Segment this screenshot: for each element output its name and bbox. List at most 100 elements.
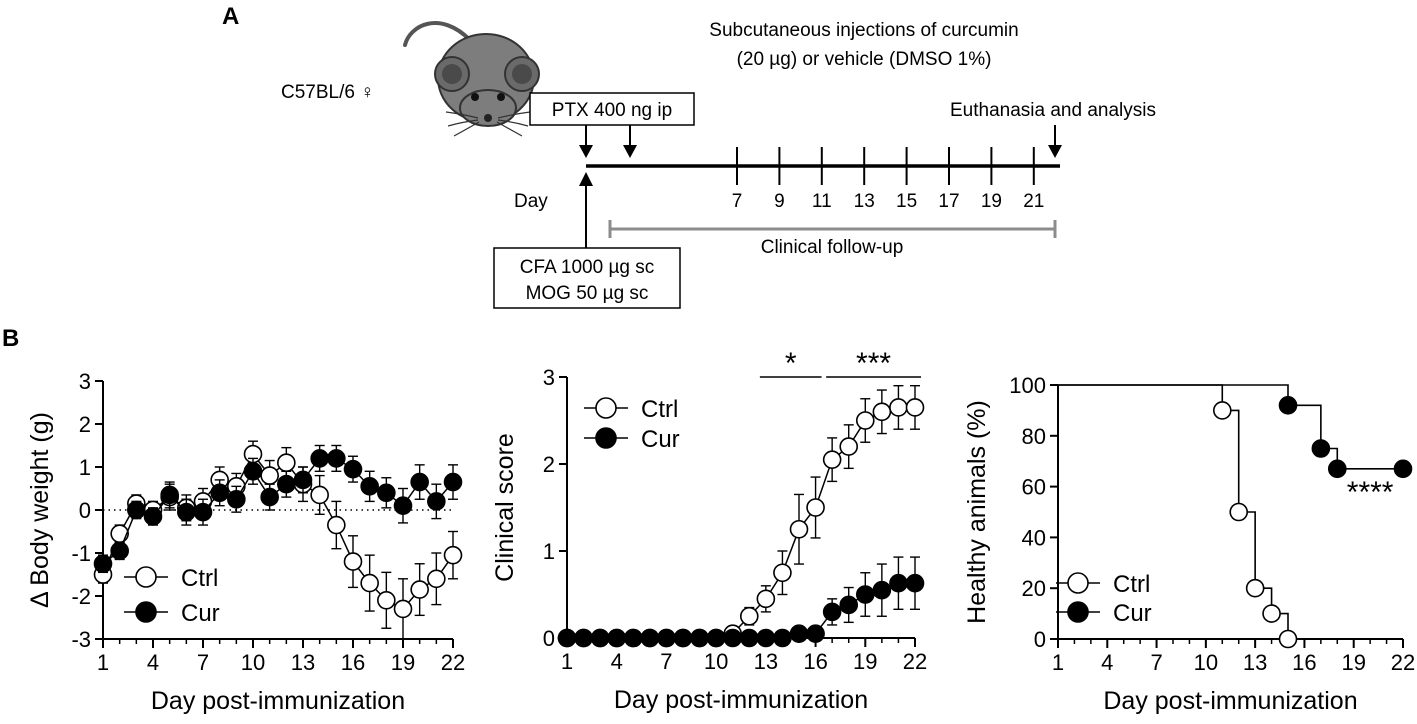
x-tick-label: 10 (241, 650, 265, 675)
series-cur (1058, 384, 1413, 479)
data-point (723, 628, 743, 648)
y-tick-label: -3 (71, 627, 91, 652)
injection-title-line2: (20 µg) or vehicle (DMSO 1%) (737, 49, 992, 70)
x-tick-label: 16 (1292, 650, 1316, 675)
x-tick-label: 7 (1150, 650, 1162, 675)
step-line (1058, 384, 1289, 639)
y-tick-label: 0 (1034, 627, 1046, 652)
data-point (905, 398, 925, 417)
panel-b-letter: B (2, 325, 19, 352)
data-point (410, 580, 429, 599)
timeline: 7 9 11 13 15 17 19 21 (579, 125, 1062, 248)
data-point (1262, 604, 1281, 623)
data-point (343, 459, 363, 479)
data-point (210, 483, 229, 503)
x-tick-label: 13 (754, 649, 778, 674)
data-point (872, 402, 892, 422)
legend-label: Cur (181, 600, 220, 627)
ptx-arrow-2 (623, 125, 637, 158)
data-point (1327, 459, 1347, 479)
panel-a-letter: A (222, 3, 239, 30)
legend-marker (1067, 601, 1089, 623)
data-point (193, 502, 213, 522)
data-point (377, 483, 396, 503)
y-tick-label: -2 (71, 584, 91, 609)
data-point (590, 628, 610, 648)
x-tick-label: 1 (561, 649, 573, 674)
legend-label: Cur (1113, 600, 1152, 627)
data-point (889, 398, 908, 417)
panel-a: A C57BL/6 ♀ Subcutaneous injections o (222, 3, 1156, 309)
legend-item-cur: Cur (1056, 600, 1152, 627)
y-tick-label: 3 (79, 369, 91, 394)
data-point (905, 573, 925, 593)
data-point (773, 628, 792, 648)
data-point (657, 628, 676, 648)
data-point (1245, 578, 1265, 598)
data-point (855, 585, 875, 604)
data-point (756, 628, 776, 648)
x-tick-label: 10 (704, 649, 728, 674)
legend-item-ctrl: Ctrl (584, 396, 678, 423)
x-tick-label: 13 (1243, 650, 1267, 675)
data-point (277, 474, 296, 494)
y-tick-label: 20 (1022, 576, 1046, 601)
followup-label: Clinical follow-up (761, 237, 904, 258)
x-axis-title: Day post-immunization (614, 686, 868, 714)
data-point (855, 411, 875, 430)
data-point (607, 628, 627, 648)
data-point (640, 628, 660, 648)
timeline-tick-label: 21 (1023, 191, 1044, 212)
legend-marker (135, 601, 157, 623)
data-point (443, 472, 463, 492)
y-tick-label: 1 (79, 455, 91, 480)
y-tick-label: -1 (71, 541, 91, 566)
data-point (756, 589, 776, 609)
ptx-arrow-1 (579, 125, 593, 158)
data-point (327, 449, 346, 468)
timeline-tick-label: 15 (896, 191, 917, 212)
data-point (889, 573, 908, 593)
x-tick-label: 19 (1341, 650, 1365, 675)
cfa-mog-box (493, 247, 681, 309)
data-point (227, 489, 246, 509)
x-tick-label: 4 (611, 649, 623, 674)
series-line (102, 457, 454, 565)
x-tick-label: 4 (1101, 650, 1113, 675)
x-tick-label: 19 (391, 650, 415, 675)
data-point (1278, 396, 1298, 415)
day-label: Day (514, 191, 548, 212)
timeline-tick-label: 7 (732, 191, 743, 212)
series-cur (93, 444, 463, 574)
data-point (1212, 401, 1232, 420)
data-point (277, 453, 296, 473)
data-point (690, 628, 709, 648)
data-point (557, 628, 577, 648)
y-tick-label: 100 (1009, 373, 1046, 398)
data-point (260, 487, 279, 507)
data-point (260, 466, 279, 485)
series-line (102, 452, 454, 610)
y-tick-label: 60 (1022, 475, 1046, 500)
x-tick-label: 16 (803, 649, 827, 674)
data-point (806, 624, 825, 643)
x-tick-label: 22 (903, 649, 927, 674)
timeline-tick-label: 11 (812, 191, 832, 212)
data-point (160, 485, 179, 505)
data-point (839, 437, 859, 456)
strain-label: C57BL/6 ♀ (281, 82, 374, 103)
data-point (293, 470, 313, 490)
significance-label: *** (856, 347, 891, 380)
x-axis-title: Day post-immunization (151, 687, 405, 715)
data-point (822, 450, 842, 469)
data-point (806, 498, 825, 517)
x-axis-title: Day post-immunization (1103, 687, 1357, 715)
legend-marker (135, 566, 157, 588)
timeline-tick-label: 19 (981, 191, 1002, 212)
data-point (327, 515, 346, 535)
euthanasia-arrow (1048, 125, 1062, 158)
data-point (872, 580, 892, 600)
legend-item-ctrl: Ctrl (124, 565, 218, 592)
y-tick-label: 1 (543, 539, 555, 564)
data-point (839, 595, 859, 615)
